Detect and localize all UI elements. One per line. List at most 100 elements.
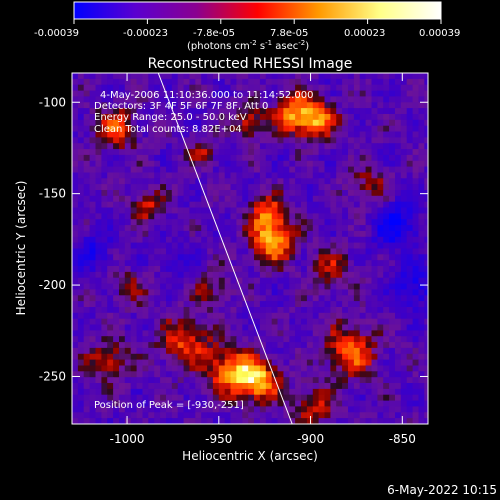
heatmap-cell bbox=[218, 160, 226, 168]
heatmap-cell bbox=[154, 336, 161, 343]
heatmap-cell bbox=[342, 271, 349, 279]
heatmap-cell bbox=[418, 125, 425, 133]
heatmap-cell bbox=[172, 430, 178, 436]
heatmap-cell bbox=[83, 377, 91, 384]
heatmap-cell bbox=[195, 96, 202, 103]
heatmap-cell bbox=[130, 289, 138, 296]
heatmap-cell bbox=[72, 383, 79, 390]
heatmap-cell bbox=[77, 248, 85, 255]
heatmap-cell bbox=[277, 178, 284, 185]
heatmap-cell bbox=[383, 230, 390, 238]
heatmap-cell bbox=[154, 342, 161, 349]
heatmap-cell bbox=[430, 319, 436, 325]
heatmap-cell bbox=[183, 330, 191, 337]
heatmap-cell bbox=[330, 394, 337, 402]
heatmap-cell bbox=[224, 102, 232, 109]
heatmap-cell bbox=[142, 307, 149, 314]
heatmap-cell bbox=[107, 178, 114, 185]
heatmap-cell bbox=[312, 289, 320, 296]
heatmap-cell bbox=[324, 149, 331, 156]
annotation-energy: Energy Range: 25.0 - 50.0 keV bbox=[94, 112, 247, 123]
heatmap-cell bbox=[365, 213, 373, 220]
heatmap-cell bbox=[95, 184, 102, 191]
heatmap-cell bbox=[184, 424, 190, 430]
heatmap-cell bbox=[306, 96, 314, 103]
heatmap-cell bbox=[342, 248, 349, 255]
heatmap-cell bbox=[124, 160, 132, 168]
heatmap-cell bbox=[83, 102, 91, 109]
heatmap-cell bbox=[265, 295, 273, 302]
heatmap-cell bbox=[353, 359, 361, 367]
heatmap-cell bbox=[242, 154, 249, 162]
heatmap-cell bbox=[242, 342, 249, 349]
heatmap-cell bbox=[424, 418, 428, 424]
heatmap-cell bbox=[289, 260, 296, 267]
heatmap-cell bbox=[207, 131, 214, 138]
heatmap-cell bbox=[236, 149, 243, 156]
heatmap-cell bbox=[218, 418, 226, 424]
heatmap-cell bbox=[189, 430, 195, 436]
heatmap-cell bbox=[83, 277, 91, 285]
heatmap-cell bbox=[254, 236, 261, 244]
heatmap-cell bbox=[113, 114, 120, 121]
heatmap-cell bbox=[354, 424, 360, 430]
heatmap-cell bbox=[277, 213, 284, 220]
heatmap-cell bbox=[207, 190, 214, 197]
heatmap-cell bbox=[289, 254, 296, 261]
heatmap-cell bbox=[254, 78, 261, 86]
heatmap-cell bbox=[412, 388, 420, 396]
heatmap-cell bbox=[195, 260, 202, 267]
heatmap-cell bbox=[95, 400, 102, 408]
heatmap-cell bbox=[336, 377, 343, 384]
heatmap-cell bbox=[418, 73, 425, 80]
heatmap-cell bbox=[371, 149, 378, 156]
heatmap-cell bbox=[265, 254, 273, 261]
heatmap-cell bbox=[77, 353, 85, 361]
heatmap-cell bbox=[183, 190, 191, 197]
heatmap-cell bbox=[371, 102, 378, 109]
heatmap-cell bbox=[353, 266, 361, 273]
heatmap-cell bbox=[324, 219, 331, 226]
heatmap-cell bbox=[318, 301, 326, 308]
heatmap-cell bbox=[242, 330, 249, 337]
heatmap-cell bbox=[365, 324, 373, 331]
heatmap-cell bbox=[336, 96, 343, 103]
heatmap-cell bbox=[177, 172, 185, 179]
heatmap-cell bbox=[160, 418, 167, 424]
heatmap-cell bbox=[218, 102, 226, 109]
heatmap-cell bbox=[101, 254, 108, 261]
heatmap-cell bbox=[212, 207, 220, 214]
heatmap-cell bbox=[289, 400, 296, 408]
heatmap-cell bbox=[400, 353, 408, 361]
heatmap-cell bbox=[218, 149, 226, 156]
heatmap-cell bbox=[113, 260, 120, 267]
heatmap-cell bbox=[406, 359, 414, 367]
heatmap-cell bbox=[259, 383, 267, 390]
heatmap-cell bbox=[312, 330, 320, 337]
heatmap-cell bbox=[259, 394, 267, 402]
heatmap-cell bbox=[230, 359, 237, 367]
heatmap-cell bbox=[189, 418, 196, 424]
heatmap-cell bbox=[113, 96, 120, 103]
heatmap-cell bbox=[424, 336, 428, 343]
heatmap-cell bbox=[72, 84, 79, 92]
heatmap-cell bbox=[283, 242, 290, 250]
heatmap-cell bbox=[230, 78, 237, 86]
heatmap-cell bbox=[324, 96, 331, 103]
heatmap-cell bbox=[406, 347, 414, 355]
heatmap-cell bbox=[212, 342, 220, 349]
heatmap-cell bbox=[324, 242, 331, 250]
heatmap-cell bbox=[171, 342, 179, 349]
heatmap-cell bbox=[289, 283, 296, 291]
heatmap-cell bbox=[242, 178, 249, 185]
heatmap-cell bbox=[371, 342, 378, 349]
heatmap-cell bbox=[295, 324, 302, 331]
heatmap-cell bbox=[318, 96, 326, 103]
heatmap-cell bbox=[195, 342, 202, 349]
heatmap-cell bbox=[383, 301, 390, 308]
heatmap-cell bbox=[353, 283, 361, 291]
heatmap-cell bbox=[154, 301, 161, 308]
heatmap-cell bbox=[383, 184, 390, 191]
heatmap-cell bbox=[406, 131, 414, 138]
heatmap-cell bbox=[224, 342, 232, 349]
